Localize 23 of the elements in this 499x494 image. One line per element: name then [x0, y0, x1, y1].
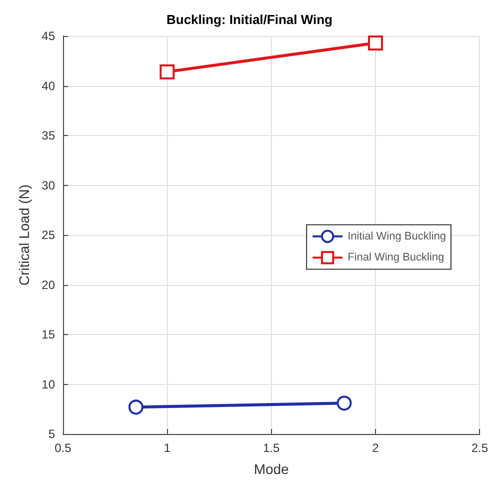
y-tick-label: 5 [48, 427, 56, 441]
y-tick-label: 20 [42, 278, 56, 292]
y-axis-title: Critical Load (N) [16, 184, 32, 286]
x-tick-label: 1.5 [262, 441, 280, 455]
x-tick-label: 2 [372, 441, 380, 455]
legend-label: Initial Wing Buckling [348, 230, 446, 242]
y-tick-label: 10 [42, 377, 56, 392]
y-tick-label: 15 [42, 328, 56, 342]
point [368, 35, 383, 50]
y-tick-label: 25 [42, 228, 56, 242]
x-tick-label: 0.5 [54, 441, 72, 455]
y-tick-label: 30 [42, 178, 56, 192]
y-tick-label: 45 [42, 29, 56, 43]
x-tick-label: 1 [164, 441, 171, 455]
legend-label: Final Wing Buckling [348, 252, 444, 264]
chart-title: Buckling: Initial/Final Wing [166, 12, 333, 27]
x-axis-title: Mode [254, 461, 290, 477]
x-tick-label: 2.5 [471, 441, 488, 455]
y-tick-label: 35 [42, 128, 56, 142]
y-tick-label: 40 [42, 78, 56, 93]
point [128, 400, 144, 415]
point [336, 396, 352, 411]
point [160, 64, 175, 80]
